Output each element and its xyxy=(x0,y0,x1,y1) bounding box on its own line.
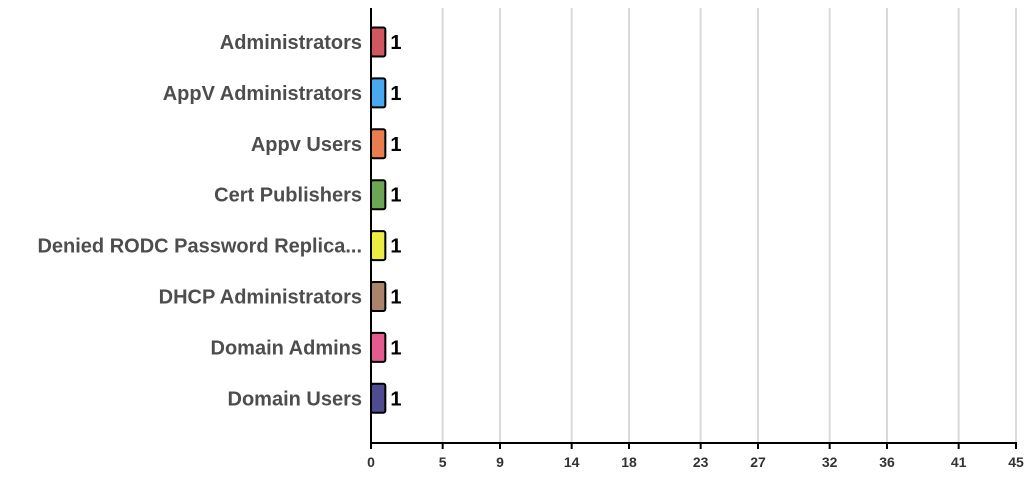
data-label: 1 xyxy=(390,134,401,156)
x-tick-label: 41 xyxy=(951,454,967,470)
bar xyxy=(371,282,385,311)
bar xyxy=(371,384,385,413)
data-label: 1 xyxy=(390,185,401,207)
x-tick-labels: 0 5 9 14 18 23 27 32 36 41 45 xyxy=(367,454,1024,470)
data-label: 1 xyxy=(390,388,401,410)
bar xyxy=(371,180,385,209)
x-tick-label: 27 xyxy=(750,454,766,470)
x-tick-label: 0 xyxy=(367,454,375,470)
x-tick-label: 18 xyxy=(621,454,637,470)
x-tick-label: 5 xyxy=(439,454,447,470)
category-label: AppV Administrators xyxy=(163,83,362,105)
bar xyxy=(371,231,385,260)
category-label: Cert Publishers xyxy=(214,185,362,207)
bar xyxy=(371,333,385,362)
data-label: 1 xyxy=(390,83,401,105)
x-tick-label: 9 xyxy=(496,454,504,470)
axes xyxy=(370,8,1017,449)
data-label: 1 xyxy=(390,337,401,359)
x-tick-label: 23 xyxy=(693,454,709,470)
bar xyxy=(371,28,385,57)
bars xyxy=(371,28,385,413)
category-label: DHCP Administrators xyxy=(159,287,362,309)
category-label: Appv Users xyxy=(251,134,362,156)
category-label: Denied RODC Password Replica... xyxy=(37,236,362,258)
x-tick-label: 14 xyxy=(564,454,580,470)
x-tick-label: 32 xyxy=(822,454,838,470)
category-label: Administrators xyxy=(220,32,362,54)
x-tick-label: 36 xyxy=(879,454,895,470)
bar xyxy=(371,129,385,158)
category-labels: Administrators AppV Administrators Appv Us… xyxy=(37,32,362,410)
x-tick-label: 45 xyxy=(1008,454,1024,470)
data-labels: 1 1 1 1 1 1 1 1 xyxy=(390,32,401,410)
data-label: 1 xyxy=(390,236,401,258)
gridlines xyxy=(443,8,1016,443)
data-label: 1 xyxy=(390,32,401,54)
data-label: 1 xyxy=(390,287,401,309)
category-label: Domain Users xyxy=(228,388,363,410)
bar xyxy=(371,78,385,107)
category-label: Domain Admins xyxy=(211,337,363,359)
